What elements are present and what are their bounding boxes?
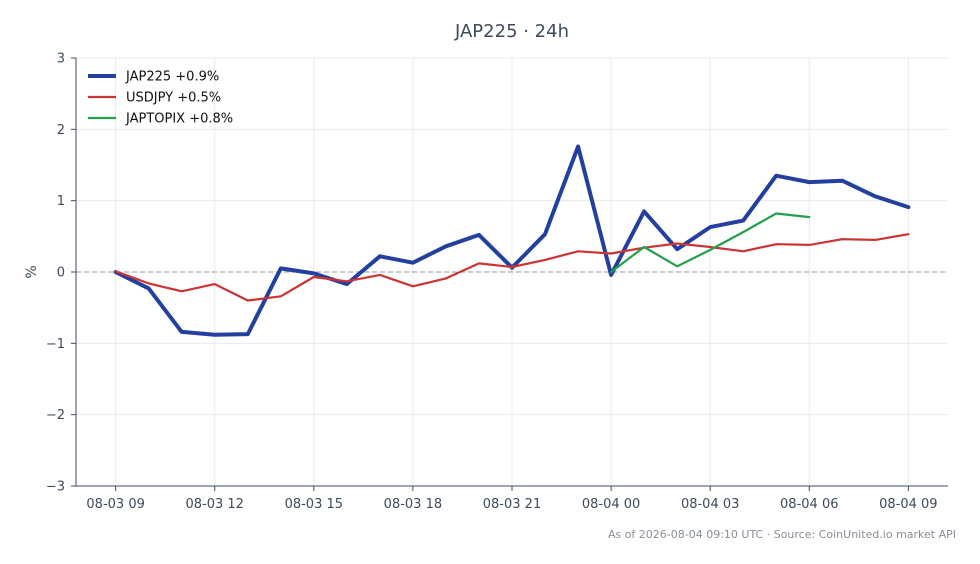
x-tick-label: 08-03 09	[86, 497, 144, 512]
y-tick-label: −3	[46, 480, 65, 495]
y-tick-label: −2	[46, 408, 65, 423]
x-tick-label: 08-04 00	[582, 497, 640, 512]
y-tick-label: 3	[57, 52, 65, 67]
chart-title: JAP225 · 24h	[454, 21, 569, 42]
legend-label-2: JAPTOPIX +0.8%	[125, 112, 233, 127]
legend-label-1: USDJPY +0.5%	[126, 91, 221, 106]
x-tick-label: 08-03 21	[483, 497, 541, 512]
x-tick-label: 08-03 12	[186, 497, 244, 512]
legend: JAP225 +0.9% USDJPY +0.5% JAPTOPIX +0.8%	[88, 70, 233, 127]
x-tick-label: 08-04 03	[681, 497, 739, 512]
y-axis-label: %	[24, 265, 40, 278]
x-tick-label: 08-04 06	[780, 497, 838, 512]
series-line-1	[114, 233, 910, 302]
x-tick-label: 08-04 09	[879, 497, 937, 512]
footer-source: As of 2026-08-04 09:10 UTC · Source: Coi…	[608, 528, 956, 541]
y-axis-ticks: −3 −2 −1 0 1 2 3	[46, 52, 76, 495]
legend-label-0: JAP225 +0.9%	[125, 70, 219, 85]
x-axis-ticks: 08-03 09 08-03 12 08-03 15 08-03 18 08-03 21…	[86, 486, 938, 512]
y-tick-label: 1	[57, 194, 65, 209]
y-tick-label: 2	[57, 123, 65, 138]
y-tick-label: 0	[57, 266, 65, 281]
series-line-2	[609, 212, 811, 274]
y-tick-label: −1	[46, 337, 65, 352]
x-tick-label: 08-03 15	[285, 497, 343, 512]
x-tick-label: 08-03 18	[384, 497, 442, 512]
series-lines	[113, 144, 911, 337]
